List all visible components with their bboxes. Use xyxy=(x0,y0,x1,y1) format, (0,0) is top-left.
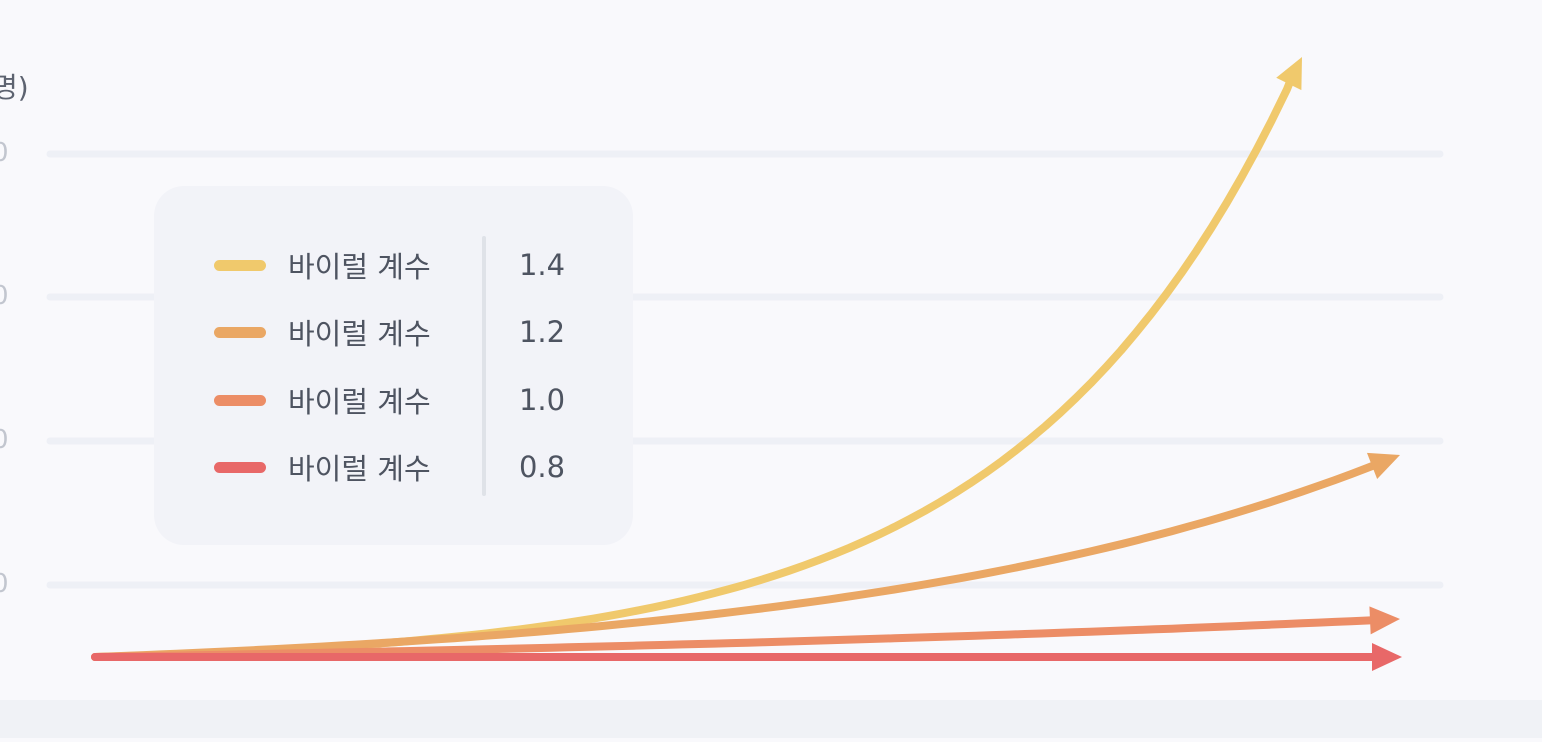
y-tick-label: 0 xyxy=(0,569,9,599)
legend-value: 1.4 xyxy=(518,248,566,282)
y-axis-label: 명) xyxy=(0,71,29,104)
legend-swatch xyxy=(214,259,266,271)
series-arrowhead xyxy=(1372,643,1402,671)
legend-value: 1.0 xyxy=(518,383,566,417)
legend-label: 바이럴 계수 xyxy=(288,385,431,419)
legend-item: 바이럴 계수 1.4 xyxy=(214,245,614,285)
legend-label: 바이럴 계수 xyxy=(288,452,431,486)
legend-swatch xyxy=(214,326,266,338)
series-arrowhead xyxy=(1369,606,1400,635)
series-arrowhead xyxy=(1366,452,1400,479)
legend-divider xyxy=(482,236,486,496)
legend: 바이럴 계수 1.4 바이럴 계수 1.2 바이럴 계수 1.0 바이럴 계수 … xyxy=(154,186,633,545)
legend-item: 바이럴 계수 1.2 xyxy=(214,312,614,352)
legend-swatch xyxy=(214,461,266,473)
y-tick-label: 0 xyxy=(0,281,9,311)
legend-swatch xyxy=(214,394,266,406)
legend-value: 1.2 xyxy=(518,315,566,349)
series-line xyxy=(91,457,1388,661)
legend-item: 바이럴 계수 1.0 xyxy=(214,380,614,420)
y-tick-label: 0 xyxy=(0,425,9,455)
series-line xyxy=(91,615,1388,661)
legend-item: 바이럴 계수 0.8 xyxy=(214,447,614,487)
series-arrowhead xyxy=(1276,57,1302,91)
legend-value: 0.8 xyxy=(518,450,566,484)
y-tick-label: 0 xyxy=(0,138,9,168)
bottom-band xyxy=(0,700,1542,738)
legend-label: 바이럴 계수 xyxy=(288,317,431,351)
legend-label: 바이럴 계수 xyxy=(288,250,431,284)
